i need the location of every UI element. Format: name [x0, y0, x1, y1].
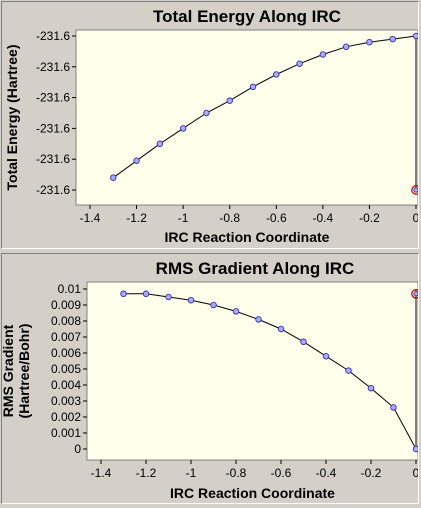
- y-tick-label: 0.004: [51, 378, 81, 392]
- x-tick-label: -0.6: [266, 211, 287, 225]
- data-point: [249, 83, 257, 91]
- data-point: [187, 296, 195, 304]
- y-tick-label: 0.006: [51, 346, 81, 360]
- data-point: [165, 293, 172, 301]
- plot-area: [86, 281, 419, 461]
- data-point: [133, 157, 140, 164]
- y-tick-label: 0.003: [51, 394, 81, 408]
- data-point: [342, 43, 350, 51]
- data-point: [110, 174, 117, 181]
- data-point: [156, 140, 164, 148]
- y-tick-label: 0.002: [51, 410, 81, 424]
- x-tick-label: -1.2: [126, 211, 147, 225]
- y-tick-label: -231.6: [36, 29, 70, 43]
- y-tick-label: 0.001: [51, 426, 81, 440]
- x-axis-title: IRC Reaction Coordinate: [170, 485, 335, 501]
- x-tick-label: -0.4: [316, 466, 337, 480]
- y-tick-label: -231.6: [36, 91, 70, 105]
- data-point: [319, 51, 327, 58]
- data-point: [277, 325, 285, 333]
- y-axis-title: RMS Gradient: [2, 324, 16, 417]
- y-axis-title: Total Energy (Hartree): [4, 45, 20, 191]
- current-point-dot: [413, 291, 419, 297]
- x-tick-label: 0: [413, 466, 418, 480]
- x-tick-label: -1.4: [91, 466, 112, 480]
- gradient-chart: RMS Gradient Along IRC 0.01 0.009 0.008 0.00…: [0, 259, 421, 501]
- data-point: [232, 308, 240, 315]
- y-tick-label: 0.01: [58, 282, 82, 296]
- data-point: [366, 38, 373, 46]
- gradient-chart-panel: RMS Gradient Along IRC 0.01 0.009 0.008 0.00…: [0, 253, 421, 504]
- data-point: [322, 352, 330, 360]
- data-point: [255, 316, 262, 323]
- y-axis-unit: (Hartree/Bohr): [16, 324, 32, 419]
- data-point: [203, 109, 210, 117]
- data-point: [120, 290, 127, 298]
- chart-title: RMS Gradient Along IRC: [156, 259, 355, 278]
- data-point: [296, 60, 303, 67]
- data-point: [390, 404, 397, 411]
- x-tick-label: -0.8: [226, 466, 247, 480]
- data-point: [367, 384, 375, 392]
- data-point: [300, 338, 307, 346]
- y-tick-label: -231.6: [36, 183, 70, 197]
- data-point: [226, 97, 233, 104]
- x-tick-label: -1.2: [136, 466, 157, 480]
- x-tick-label: -1: [178, 211, 189, 225]
- y-tick-label: 0.008: [51, 314, 81, 328]
- series-line: [123, 293, 417, 450]
- chart-title: Total Energy Along IRC: [153, 7, 341, 26]
- data-point: [273, 71, 280, 78]
- x-tick-label: -1.4: [80, 211, 101, 225]
- y-tick-label: 0.005: [51, 362, 81, 376]
- data-point: [179, 125, 187, 132]
- x-tick-label: -0.6: [271, 466, 292, 480]
- current-point-dot: [413, 187, 419, 193]
- x-tick-label: -0.8: [219, 211, 240, 225]
- data-point: [412, 445, 420, 453]
- data-point: [345, 367, 352, 374]
- y-tick-label: 0.007: [51, 330, 81, 344]
- x-tick-label: 0: [413, 211, 418, 225]
- series-line: [113, 35, 417, 179]
- x-tick-label: -0.4: [313, 211, 334, 225]
- data-point: [210, 301, 217, 309]
- data-point: [412, 32, 420, 40]
- y-tick-label: 0: [74, 442, 81, 456]
- x-tick-label: -0.2: [359, 211, 380, 225]
- y-tick-label: -231.6: [36, 121, 70, 135]
- y-tick-label: 0.009: [51, 298, 81, 312]
- y-tick-label: -231.6: [36, 152, 70, 166]
- plot-area: [75, 29, 419, 206]
- data-point: [389, 35, 396, 43]
- energy-chart: Total Energy Along IRC -231.6 -231.6 -231.6…: [4, 7, 421, 245]
- data-point: [142, 290, 150, 298]
- y-tick-label: -231.6: [36, 60, 70, 74]
- energy-chart-panel: Total Energy Along IRC -231.6 -231.6 -231.6…: [1, 1, 421, 249]
- x-tick-label: -1: [186, 466, 197, 480]
- x-tick-label: -0.2: [361, 466, 382, 480]
- x-axis-title: IRC Reaction Coordinate: [165, 229, 330, 245]
